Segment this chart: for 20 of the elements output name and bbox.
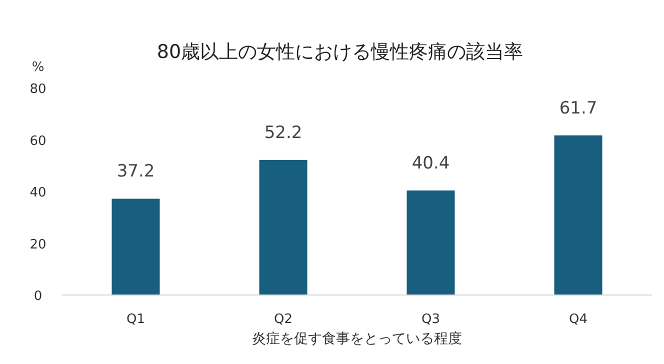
data-label: 37.2 bbox=[116, 162, 155, 182]
y-tick-label: 60 bbox=[30, 134, 46, 149]
x-tick-label: Q2 bbox=[274, 312, 293, 327]
chart-title: 80歳以上の女性における慢性疼痛の該当率 bbox=[156, 41, 524, 63]
data-label: 40.4 bbox=[412, 153, 450, 174]
data-label: 52.2 bbox=[264, 122, 302, 143]
x-tick-label: Q3 bbox=[421, 312, 440, 327]
x-tick-label: Q4 bbox=[568, 312, 588, 327]
bar bbox=[406, 190, 455, 295]
x-tick-label: Q1 bbox=[126, 312, 146, 327]
bar bbox=[112, 198, 160, 295]
y-axis-title: % bbox=[32, 60, 44, 75]
bar bbox=[259, 160, 308, 295]
x-axis-title: 炎症を促す食事をとっている程度 bbox=[252, 331, 462, 347]
bar bbox=[554, 135, 602, 295]
y-tick-label: 0 bbox=[34, 289, 42, 304]
y-tick-label: 80 bbox=[30, 82, 46, 97]
data-label: 61.7 bbox=[559, 98, 598, 118]
y-tick-label: 20 bbox=[30, 237, 46, 252]
y-tick-label: 40 bbox=[30, 186, 46, 200]
